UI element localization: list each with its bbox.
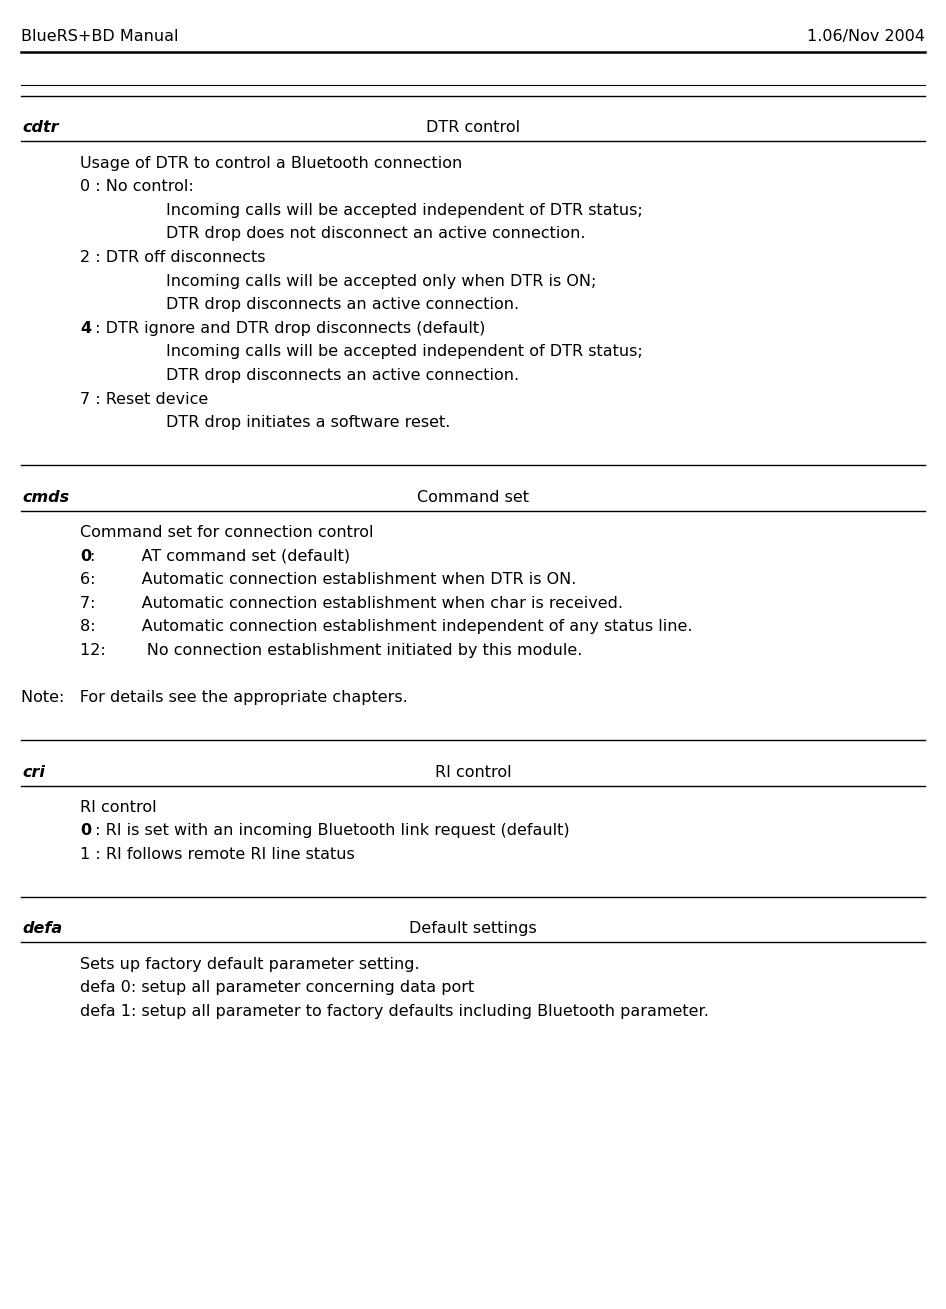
Text: DTR control: DTR control (426, 120, 520, 135)
Text: 6:         Automatic connection establishment when DTR is ON.: 6: Automatic connection establishment wh… (80, 572, 577, 588)
Text: Incoming calls will be accepted independent of DTR status;: Incoming calls will be accepted independ… (166, 344, 642, 360)
Text: RI control: RI control (435, 764, 511, 780)
Text: defa: defa (23, 922, 62, 936)
Text: 0: 0 (80, 548, 92, 564)
Text: Note:   For details see the appropriate chapters.: Note: For details see the appropriate ch… (21, 690, 408, 706)
Text: 7:         Automatic connection establishment when char is received.: 7: Automatic connection establishment wh… (80, 596, 623, 611)
Text: 0 : No control:: 0 : No control: (80, 179, 194, 194)
Text: cmds: cmds (23, 490, 70, 505)
Text: cri: cri (23, 764, 45, 780)
Text: DTR drop disconnects an active connection.: DTR drop disconnects an active connectio… (166, 368, 518, 384)
Text: DTR drop initiates a software reset.: DTR drop initiates a software reset. (166, 415, 450, 431)
Text: Command set for connection control: Command set for connection control (80, 525, 374, 539)
Text: Default settings: Default settings (409, 922, 537, 936)
Text: :         AT command set (default): : AT command set (default) (90, 548, 350, 564)
Text: Command set: Command set (417, 490, 529, 505)
Text: RI control: RI control (80, 800, 157, 814)
Text: : RI is set with an incoming Bluetooth link request (default): : RI is set with an incoming Bluetooth l… (90, 823, 569, 839)
Text: defa 1: setup all parameter to factory defaults including Bluetooth parameter.: defa 1: setup all parameter to factory d… (80, 1004, 710, 1018)
Text: 4: 4 (80, 321, 92, 336)
Text: Sets up factory default parameter setting.: Sets up factory default parameter settin… (80, 957, 420, 971)
Text: 12:        No connection establishment initiated by this module.: 12: No connection establishment initiate… (80, 643, 583, 658)
Text: Incoming calls will be accepted independent of DTR status;: Incoming calls will be accepted independ… (166, 203, 642, 217)
Text: BlueRS+BD Manual: BlueRS+BD Manual (21, 29, 178, 43)
Text: 0: 0 (80, 823, 92, 839)
Text: DTR drop disconnects an active connection.: DTR drop disconnects an active connectio… (166, 297, 518, 313)
Text: 7 : Reset device: 7 : Reset device (80, 391, 209, 407)
Text: 1.06/Nov 2004: 1.06/Nov 2004 (807, 29, 925, 43)
Text: defa 0: setup all parameter concerning data port: defa 0: setup all parameter concerning d… (80, 980, 475, 995)
Text: : DTR ignore and DTR drop disconnects (default): : DTR ignore and DTR drop disconnects (d… (90, 321, 485, 336)
Text: DTR drop does not disconnect an active connection.: DTR drop does not disconnect an active c… (166, 226, 585, 241)
Text: 1 : RI follows remote RI line status: 1 : RI follows remote RI line status (80, 847, 355, 863)
Text: Usage of DTR to control a Bluetooth connection: Usage of DTR to control a Bluetooth conn… (80, 156, 463, 170)
Text: cdtr: cdtr (23, 120, 60, 135)
Text: Incoming calls will be accepted only when DTR is ON;: Incoming calls will be accepted only whe… (166, 274, 596, 289)
Text: 2 : DTR off disconnects: 2 : DTR off disconnects (80, 250, 266, 264)
Text: 8:         Automatic connection establishment independent of any status line.: 8: Automatic connection establishment in… (80, 619, 692, 635)
